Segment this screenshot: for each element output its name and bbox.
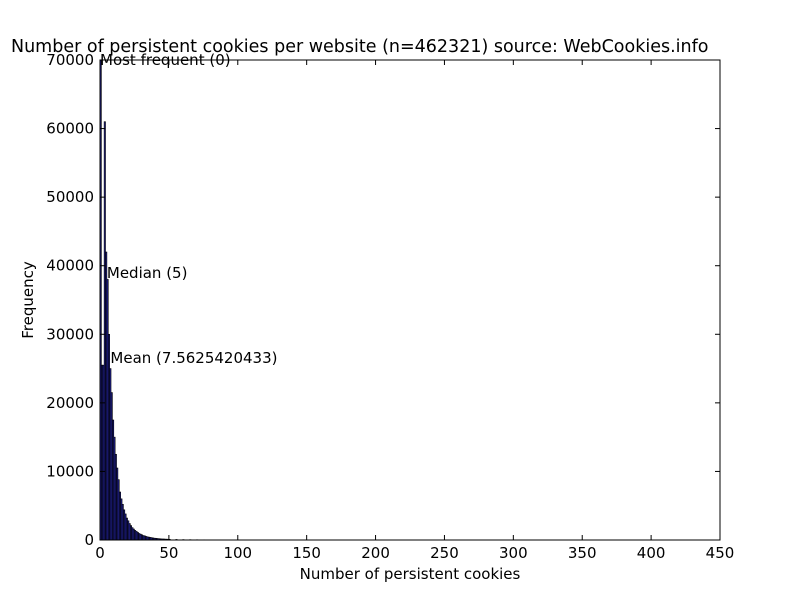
x-tick-label: 400 — [637, 544, 666, 562]
x-tick-label: 150 — [292, 544, 321, 562]
y-tick-label: 0 — [84, 531, 94, 549]
y-tick-label: 20000 — [46, 394, 94, 412]
annotation-label: Median (5) — [107, 264, 188, 282]
x-axis-ticks: 0 50 100 150 200 250 300 350 400 450 — [95, 60, 734, 562]
y-tick-label: 10000 — [46, 462, 94, 480]
y-axis-ticks: 0 10000 20000 30000 40000 50000 60000 70000 — [46, 51, 720, 549]
annotation-label: Mean (7.5625420433) — [110, 349, 277, 367]
axes-frame — [99, 59, 721, 541]
y-tick-label: 70000 — [46, 51, 94, 69]
x-tick-label: 350 — [568, 544, 597, 562]
x-tick-label: 450 — [706, 544, 735, 562]
chart-title: Number of persistent cookies per website… — [11, 37, 708, 57]
x-tick-label: 100 — [223, 544, 252, 562]
annotation-label: Most frequent (0) — [100, 51, 231, 69]
y-tick-label: 40000 — [46, 257, 94, 275]
x-axis-label: Number of persistent cookies — [300, 565, 521, 583]
x-tick-label: 250 — [430, 544, 459, 562]
x-tick-label: 0 — [95, 544, 105, 562]
plot-area — [100, 60, 720, 540]
x-tick-label: 300 — [499, 544, 528, 562]
histogram-bars — [99, 59, 226, 541]
y-axis-label: Frequency — [19, 261, 37, 339]
y-tick-label: 30000 — [46, 325, 94, 343]
x-tick-label: 200 — [361, 544, 390, 562]
y-tick-label: 50000 — [46, 188, 94, 206]
x-tick-label: 50 — [159, 544, 178, 562]
y-tick-label: 60000 — [46, 120, 94, 138]
annotations: Most frequent (0) Median (5) Mean (7.56254… — [100, 51, 278, 367]
